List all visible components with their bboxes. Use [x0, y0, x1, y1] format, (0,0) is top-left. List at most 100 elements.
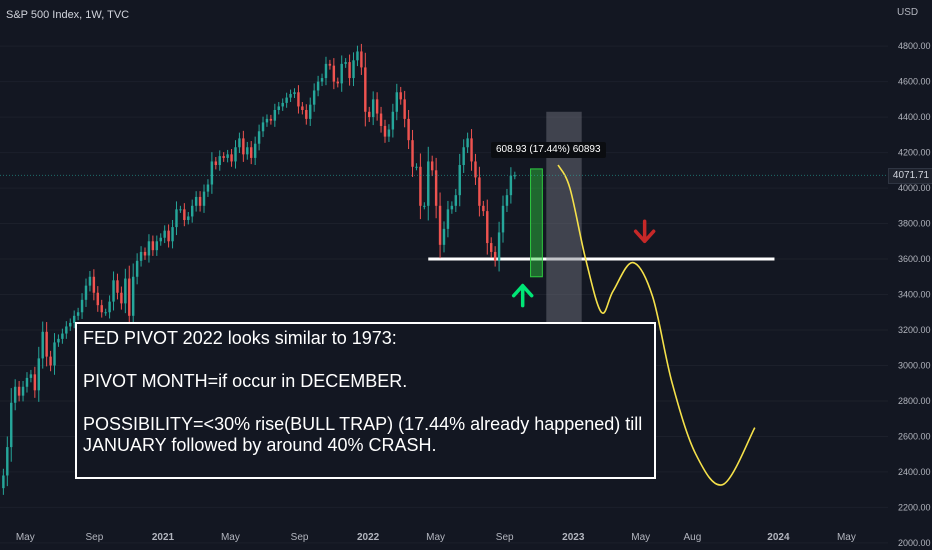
candle-body — [234, 147, 237, 162]
candle-body — [21, 386, 25, 396]
candle-body — [13, 386, 17, 403]
candle-body — [179, 209, 182, 211]
candle-body — [316, 81, 320, 91]
candle-body — [202, 191, 206, 206]
candle-body — [131, 276, 135, 316]
y-tick-label: 3200.00 — [898, 325, 931, 335]
symbol-title[interactable]: S&P 500 Index, 1W, TVC — [6, 9, 130, 21]
annotation-line-4: JANUARY followed by around 40% CRASH. — [83, 435, 437, 455]
candle-body — [395, 92, 399, 112]
y-tick-label: 2800.00 — [898, 396, 931, 406]
y-tick-label: 2600.00 — [898, 431, 931, 441]
candle-body — [246, 147, 249, 155]
candle-body — [10, 402, 13, 448]
rally-highlight — [530, 168, 543, 278]
candle-body — [509, 175, 513, 196]
candle-body — [214, 161, 218, 165]
candle-body — [309, 104, 312, 119]
candle-body — [336, 81, 339, 84]
down-arrow-icon — [633, 219, 656, 244]
candle-body — [305, 110, 308, 119]
candle-body — [312, 90, 316, 105]
x-tick-label: 2021 — [152, 532, 175, 543]
candle-body — [450, 205, 454, 210]
y-tick-label: 4000.00 — [898, 183, 931, 193]
candle-body — [206, 184, 210, 192]
candle-body — [277, 106, 280, 110]
candle-body — [332, 65, 336, 82]
candle-body — [371, 99, 375, 118]
time-axis[interactable]: May Sep 2021 May Sep 2022 May Sep 2023 May Aug 2024… — [16, 532, 856, 543]
x-tick-label: May — [16, 532, 35, 543]
candle-body — [379, 113, 383, 126]
candle-body — [222, 156, 225, 158]
candle-body — [320, 78, 324, 82]
candle-body — [293, 92, 296, 95]
candle-body — [423, 205, 426, 207]
candle-body — [80, 299, 84, 313]
candle-body — [340, 63, 343, 84]
candle-body — [72, 315, 76, 323]
price-axis[interactable]: 2000.00 2200.00 2400.00 2600.00 2800.00 3000.… — [898, 41, 931, 548]
candlestick-series — [2, 43, 517, 495]
candle-body — [159, 237, 162, 242]
candle-body — [486, 211, 489, 244]
candle-body — [297, 92, 300, 107]
measure-tooltip: 608.93 (17.44%) 60893 — [491, 142, 606, 158]
candle-body — [187, 216, 190, 220]
candle-body — [183, 209, 186, 220]
candle-body — [190, 205, 194, 217]
candle-body — [151, 241, 155, 251]
candle-body — [163, 230, 166, 238]
candle-body — [198, 196, 202, 206]
candle-body — [399, 92, 402, 100]
annotation-line-1: FED PIVOT 2022 looks similar to 1973: — [83, 328, 397, 348]
candle-body — [53, 342, 56, 366]
candle-body — [458, 165, 461, 196]
candle-body — [442, 228, 446, 245]
candle-body — [175, 209, 178, 228]
candle-body — [328, 63, 332, 66]
candle-body — [368, 111, 371, 118]
candle-body — [230, 154, 233, 162]
candle-body — [124, 278, 127, 304]
candle-body — [29, 374, 33, 378]
candle-body — [261, 122, 265, 132]
highlight-box — [530, 168, 543, 278]
y-tick-label: 3600.00 — [898, 254, 931, 264]
candle-body — [108, 301, 111, 313]
candle-body — [6, 447, 9, 476]
x-tick-label: 2022 — [357, 532, 380, 543]
x-tick-label: May — [426, 532, 445, 543]
candle-body — [273, 110, 277, 121]
candle-body — [438, 205, 442, 245]
candle-body — [265, 118, 269, 123]
x-tick-label: May — [631, 532, 650, 543]
candle-body — [210, 161, 214, 185]
candle-body — [218, 156, 221, 165]
x-tick-label: May — [837, 532, 856, 543]
candle-body — [171, 227, 174, 242]
candle-body — [147, 241, 151, 256]
candle-body — [403, 99, 406, 119]
annotation-arrows — [511, 219, 656, 308]
candle-body — [120, 292, 123, 304]
candle-body — [33, 374, 37, 391]
candle-body — [513, 175, 517, 177]
candle-body — [143, 251, 147, 256]
candle-body — [348, 62, 351, 79]
candle-body — [454, 195, 458, 206]
x-tick-label: Sep — [496, 532, 514, 543]
candle-body — [478, 177, 481, 206]
candle-body — [474, 161, 477, 178]
candle-body — [430, 161, 434, 171]
candle-body — [100, 305, 103, 313]
y-tick-label: 2000.00 — [898, 538, 931, 548]
candle-body — [407, 118, 410, 141]
y-tick-label: 2400.00 — [898, 467, 931, 477]
annotation-box: FED PIVOT 2022 looks similar to 1973: PI… — [75, 322, 656, 479]
candle-body — [25, 377, 29, 387]
candle-body — [505, 195, 509, 206]
candle-body — [391, 111, 395, 130]
candle-body — [49, 356, 52, 366]
